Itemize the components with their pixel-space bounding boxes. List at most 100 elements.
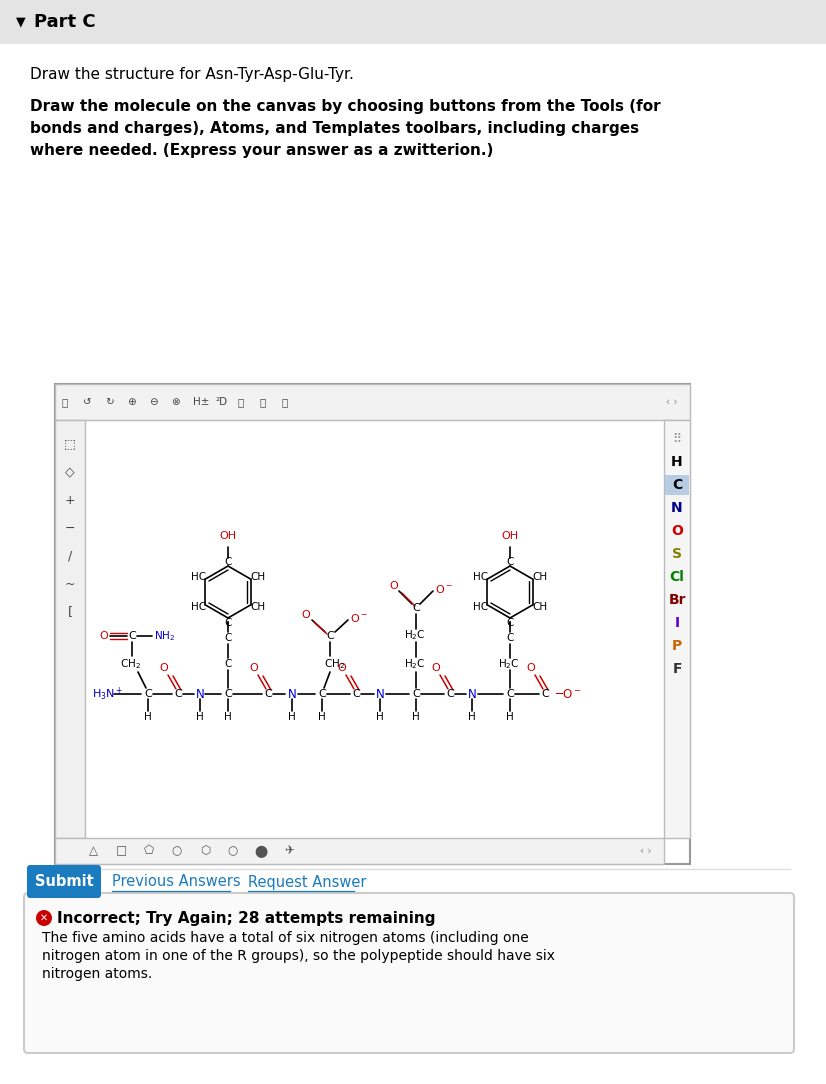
- Text: OH: OH: [220, 531, 236, 541]
- Text: ‹ ›: ‹ ›: [667, 397, 678, 406]
- Text: Previous Answers: Previous Answers: [112, 875, 240, 890]
- Text: C: C: [224, 689, 232, 699]
- Text: O$^-$: O$^-$: [350, 612, 368, 624]
- Text: C: C: [326, 631, 334, 641]
- Text: ○: ○: [228, 844, 238, 857]
- Text: Cl: Cl: [670, 570, 685, 584]
- Text: C: C: [225, 618, 231, 628]
- Text: Draw the structure for Asn-Tyr-Asp-Glu-Tyr.: Draw the structure for Asn-Tyr-Asp-Glu-T…: [30, 66, 354, 81]
- Text: ✕: ✕: [40, 913, 48, 922]
- Text: H$_3$N$^+$: H$_3$N$^+$: [92, 685, 123, 702]
- Text: +: +: [64, 493, 75, 506]
- Text: CH$_2$: CH$_2$: [120, 657, 141, 671]
- Text: I: I: [675, 616, 680, 630]
- Text: ²D: ²D: [215, 397, 227, 406]
- Text: O: O: [338, 663, 346, 673]
- Text: ⬤: ⬤: [254, 844, 268, 857]
- Text: H$_2$C: H$_2$C: [498, 657, 520, 671]
- Text: CH: CH: [532, 602, 547, 612]
- Text: nitrogen atoms.: nitrogen atoms.: [42, 967, 152, 981]
- Text: Request Answer: Request Answer: [248, 875, 367, 890]
- Text: C: C: [352, 689, 360, 699]
- Text: C: C: [506, 689, 514, 699]
- Text: HC: HC: [473, 602, 488, 612]
- Text: O: O: [100, 631, 108, 641]
- Text: C: C: [174, 689, 182, 699]
- Text: Incorrect; Try Again; 28 attempts remaining: Incorrect; Try Again; 28 attempts remain…: [57, 911, 435, 926]
- Text: C: C: [412, 689, 420, 699]
- Text: ▼: ▼: [16, 15, 26, 28]
- Text: H: H: [318, 712, 326, 722]
- Text: ○: ○: [172, 844, 182, 857]
- Text: ⊕: ⊕: [127, 397, 135, 406]
- Bar: [55, 420, 85, 838]
- Text: C: C: [672, 478, 682, 492]
- Text: S: S: [672, 547, 682, 562]
- Text: H: H: [506, 712, 514, 722]
- Text: C: C: [225, 557, 231, 567]
- Text: O: O: [432, 663, 440, 673]
- Text: N: N: [672, 501, 683, 515]
- Text: H: H: [412, 712, 420, 722]
- Bar: [664, 420, 690, 838]
- Text: C: C: [506, 557, 514, 567]
- Text: ⊗: ⊗: [171, 397, 180, 406]
- Text: ↻: ↻: [105, 397, 114, 406]
- Text: C: C: [225, 659, 231, 669]
- Text: F: F: [672, 662, 681, 676]
- Text: HC: HC: [473, 572, 488, 582]
- Text: H: H: [672, 455, 683, 469]
- Text: ⠿: ⠿: [672, 433, 681, 446]
- Text: N: N: [196, 687, 204, 700]
- Text: O: O: [301, 610, 311, 620]
- Bar: [0, 0, 826, 44]
- Text: H: H: [196, 712, 204, 722]
- Text: ⤢: ⤢: [281, 397, 287, 406]
- Text: ⬚: ⬚: [64, 438, 76, 451]
- Text: HC: HC: [191, 572, 206, 582]
- FancyBboxPatch shape: [27, 865, 101, 898]
- Text: Br: Br: [668, 593, 686, 607]
- Text: The five amino acids have a total of six nitrogen atoms (including one: The five amino acids have a total of six…: [42, 931, 529, 945]
- Text: HC: HC: [191, 602, 206, 612]
- Text: C: C: [506, 633, 514, 643]
- Text: □: □: [116, 844, 126, 857]
- Bar: [665, 475, 689, 495]
- Text: C: C: [318, 689, 326, 699]
- Text: nitrogen atom in one of the R groups), so the polypeptide should have six: nitrogen atom in one of the R groups), s…: [42, 948, 555, 963]
- Text: O$^-$: O$^-$: [435, 583, 453, 595]
- Text: Draw the molecule on the canvas by choosing buttons from the Tools (for: Draw the molecule on the canvas by choos…: [30, 99, 661, 114]
- Text: O: O: [527, 663, 535, 673]
- Text: ─O$^-$: ─O$^-$: [555, 687, 582, 700]
- Text: ⓘ: ⓘ: [237, 397, 243, 406]
- Text: Part C: Part C: [34, 13, 96, 31]
- Text: N: N: [468, 687, 477, 700]
- Text: N: N: [376, 687, 384, 700]
- Text: C: C: [412, 603, 420, 612]
- Text: ✈: ✈: [284, 844, 294, 857]
- Text: H±: H±: [193, 397, 209, 406]
- Text: [: [: [68, 606, 73, 619]
- Text: △: △: [88, 844, 97, 857]
- Text: ❓: ❓: [259, 397, 265, 406]
- Text: CH: CH: [532, 572, 547, 582]
- Text: ⊖: ⊖: [149, 397, 158, 406]
- Text: −: −: [64, 521, 75, 534]
- Text: O: O: [671, 524, 683, 538]
- Text: H$_2$C: H$_2$C: [404, 628, 425, 642]
- Text: C: C: [264, 689, 272, 699]
- Text: N: N: [287, 687, 297, 700]
- Text: C: C: [225, 633, 231, 643]
- Text: OH: OH: [501, 531, 519, 541]
- Text: C: C: [541, 689, 548, 699]
- Text: ↺: ↺: [83, 397, 92, 406]
- FancyBboxPatch shape: [55, 384, 690, 864]
- Text: H$_2$C: H$_2$C: [404, 657, 425, 671]
- Text: ⬡: ⬡: [200, 844, 210, 857]
- Bar: [55, 384, 690, 420]
- Text: H: H: [144, 712, 152, 722]
- Text: where needed. (Express your answer as a zwitterion.): where needed. (Express your answer as a …: [30, 142, 493, 157]
- Text: O: O: [159, 663, 169, 673]
- Text: O: O: [249, 663, 259, 673]
- Text: Submit: Submit: [35, 875, 93, 890]
